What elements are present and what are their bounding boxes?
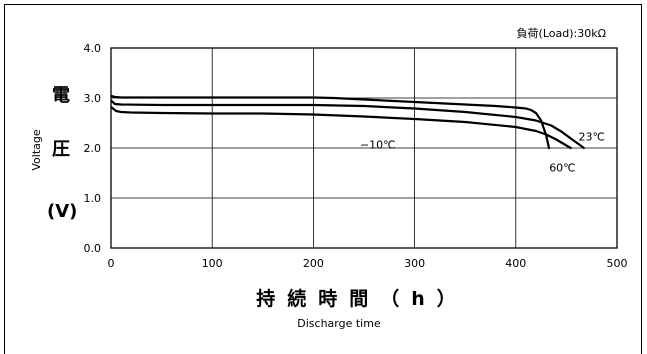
y-tick-label: 4.0 [84,42,102,55]
y-tick-label: 0.0 [84,242,102,255]
y-tick-label: 1.0 [84,192,102,205]
series-label: 23℃ [579,131,605,144]
y-axis-label-char-2: 圧 [52,139,70,160]
x-tick-label: 200 [303,257,324,270]
y-axis-unit: (V) [47,201,77,222]
x-tick-label: 0 [108,257,115,270]
series-line [110,106,573,150]
load-label: 負荷(Load):30kΩ [517,27,606,40]
y-axis-label-char-1: 電 [52,85,70,106]
series-line [110,94,551,150]
series-label: −10℃ [360,139,396,152]
y-tick-label: 2.0 [84,142,102,155]
y-ticks: 0.0 1.0 2.0 3.0 4.0 [84,42,102,255]
x-axis-label-jp: 持続時間（h） [256,287,468,310]
series [110,94,586,150]
x-tick-label: 400 [505,257,526,270]
discharge-chart: 0.0 1.0 2.0 3.0 4.0 0 100 200 300 400 500 23℃ 60℃ −… [30,27,628,330]
y-axis-label-en: Voltage [30,129,43,170]
annotations: 23℃ 60℃ −10℃ [360,131,605,175]
y-tick-label: 3.0 [84,92,102,105]
x-ticks: 0 100 200 300 400 500 [108,257,628,270]
series-line [110,99,586,150]
x-tick-label: 500 [607,257,628,270]
x-tick-label: 100 [202,257,223,270]
plot-frame [110,47,618,249]
x-tick-label: 300 [404,257,425,270]
x-axis-label-en: Discharge time [297,317,381,330]
series-label: 60℃ [549,162,575,175]
figure-frame [4,4,642,354]
